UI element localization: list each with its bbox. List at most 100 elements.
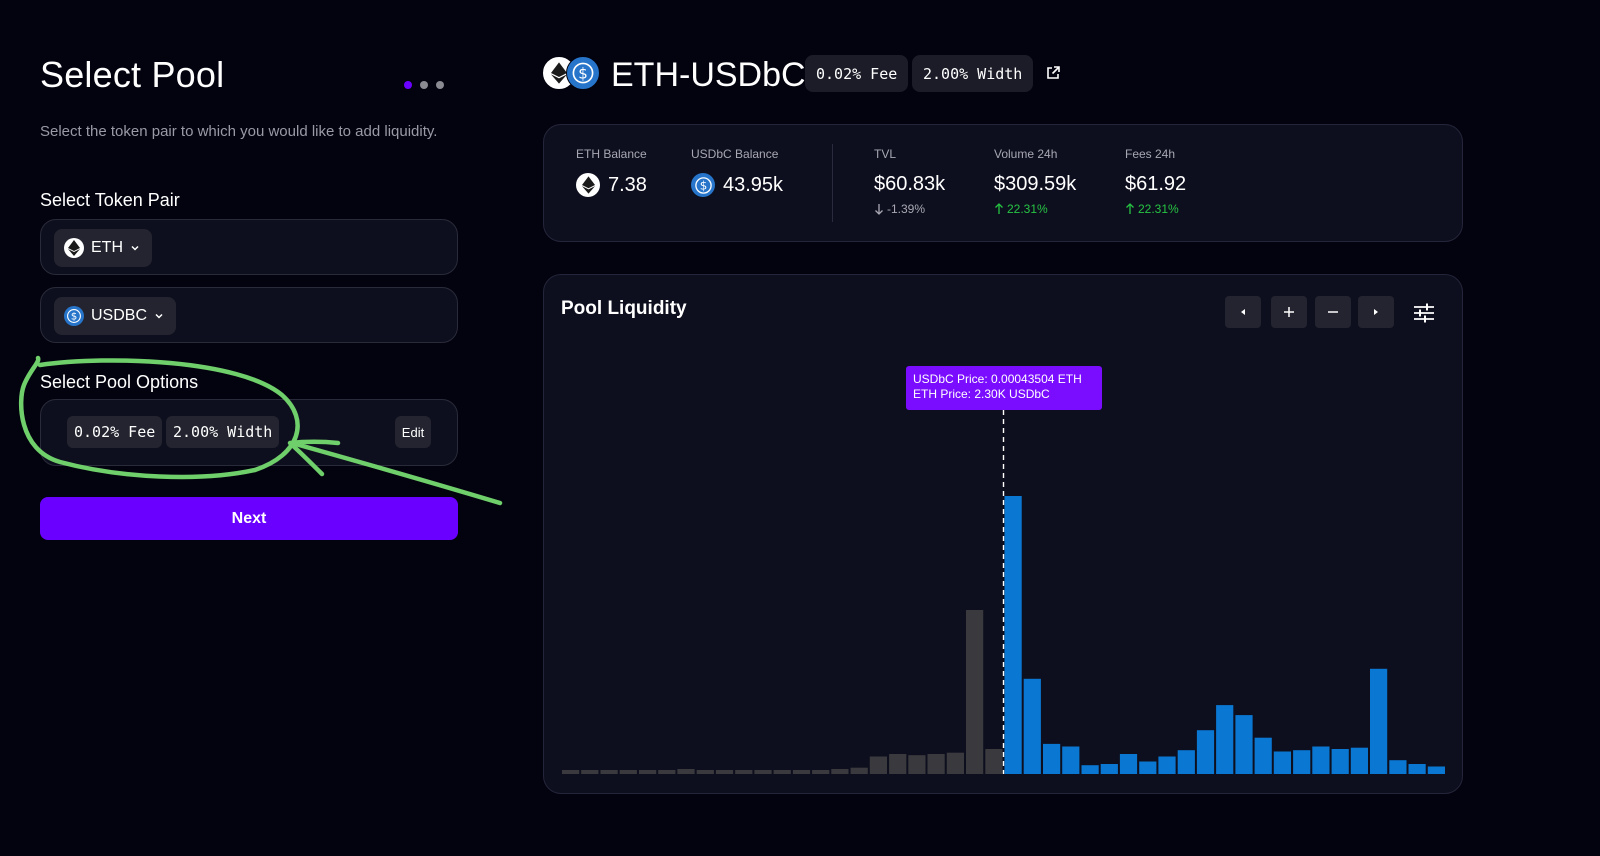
svg-text:$: $ (578, 64, 588, 82)
price-tooltip: USDbC Price: 0.00043504 ETH ETH Price: 2… (906, 366, 1102, 410)
liquidity-bar (581, 770, 599, 774)
eth-balance-stat: ETH Balance 7.38 (576, 147, 647, 197)
step-dot (420, 81, 428, 89)
fees-value: $61.92 (1125, 173, 1187, 195)
liquidity-bar (1100, 764, 1118, 774)
eth-balance-label: ETH Balance (576, 147, 647, 161)
pan-left-button[interactable] (1225, 296, 1261, 328)
token-pair-label: Select Token Pair (40, 190, 180, 210)
usdc-icon: $ (566, 56, 600, 90)
volume-label: Volume 24h (994, 147, 1058, 161)
liquidity-bar (696, 770, 714, 774)
zoom-in-button[interactable] (1271, 296, 1307, 328)
liquidity-bar (1158, 756, 1176, 774)
pair-icons: $ (542, 56, 602, 90)
eth-icon (64, 238, 84, 258)
tvl-label: TVL (874, 147, 897, 161)
step-dot (436, 81, 444, 89)
liquidity-bar (1350, 747, 1368, 774)
liquidity-bar (600, 770, 618, 774)
pair-title: ETH-USDbC (611, 56, 806, 94)
liquidity-bar (812, 770, 830, 774)
pool-options-field: 0.02% Fee 2.00% Width Edit (40, 399, 458, 466)
liquidity-bar (869, 756, 887, 774)
volume-change: 22.31% (994, 202, 1076, 216)
eth-icon (576, 173, 600, 197)
liquidity-bar (1389, 760, 1407, 774)
plus-icon (1284, 307, 1294, 317)
chart-title: Pool Liquidity (561, 298, 687, 319)
arrow-up-icon (995, 203, 1003, 214)
eth-balance-row: 7.38 (576, 173, 647, 197)
settings-sliders-icon[interactable] (1411, 300, 1437, 326)
usdbc-balance-label: USDbC Balance (691, 147, 779, 161)
edit-button[interactable]: Edit (395, 416, 431, 448)
liquidity-bar (1139, 761, 1157, 774)
header-fee-chip: 0.02% Fee (805, 55, 909, 92)
fees-label: Fees 24h (1125, 147, 1176, 161)
liquidity-bar (562, 770, 580, 774)
next-button[interactable]: Next (40, 497, 458, 540)
token-a-field: ETH (40, 219, 458, 275)
liquidity-bar (1293, 750, 1311, 774)
liquidity-bar (715, 770, 734, 774)
liquidity-bar (1331, 749, 1349, 774)
external-link-icon[interactable] (1045, 65, 1061, 81)
liquidity-bar (1370, 668, 1388, 774)
pool-options-label: Select Pool Options (40, 372, 199, 392)
caret-left-icon (1241, 309, 1245, 315)
liquidity-bar (658, 770, 676, 774)
step-dot-active (404, 81, 412, 89)
volume-change-value: 22.31% (1007, 202, 1048, 216)
liquidity-bar (619, 770, 637, 774)
zoom-out-button[interactable] (1315, 296, 1351, 328)
liquidity-bar (1235, 715, 1253, 774)
usdbc-balance-stat: USDbC Balance $ 43.95k (691, 147, 783, 197)
liquidity-bar (1004, 496, 1022, 774)
header-width-chip: 2.00% Width (912, 55, 1034, 92)
token-a-select[interactable]: ETH (54, 229, 152, 267)
pan-right-button[interactable] (1358, 296, 1394, 328)
liquidity-bar (639, 770, 657, 774)
liquidity-bar (966, 610, 984, 774)
token-b-label: USDBC (91, 307, 148, 324)
liquidity-bar (908, 755, 926, 774)
liquidity-bar (1312, 746, 1330, 774)
liquidity-bar (1081, 765, 1099, 774)
page-title: Select Pool (40, 54, 225, 95)
fees-change: 22.31% (1125, 202, 1186, 216)
liquidity-bar (773, 770, 791, 774)
fees-stat: Fees 24h $61.92 22.31% (1125, 147, 1186, 216)
token-b-select[interactable]: $ USDBC (54, 297, 177, 335)
token-a-label: ETH (91, 239, 123, 256)
stats-divider (832, 144, 833, 222)
page-subtitle: Select the token pair to which you would… (40, 123, 438, 140)
liquidity-bar (677, 769, 695, 774)
liquidity-bar (1273, 751, 1291, 774)
liquidity-bar (850, 767, 868, 774)
chevron-down-icon (155, 313, 163, 319)
volume-stat: Volume 24h $309.59k 22.31% (994, 147, 1076, 216)
liquidity-bar (1216, 705, 1234, 774)
tvl-value: $60.83k (874, 173, 946, 195)
eth-balance-value: 7.38 (608, 173, 647, 196)
liquidity-bar (735, 770, 753, 774)
liquidity-bar (1043, 743, 1061, 774)
arrow-down-icon (875, 204, 883, 215)
liquidity-chart[interactable] (543, 274, 1463, 794)
liquidity-bar (1177, 750, 1195, 774)
usdc-icon: $ (64, 306, 84, 326)
liquidity-bar (1408, 764, 1426, 774)
fees-change-value: 22.31% (1138, 202, 1179, 216)
usdbc-balance-value: 43.95k (723, 173, 784, 196)
liquidity-bar (1427, 766, 1445, 774)
caret-right-icon (1374, 309, 1378, 315)
liquidity-bar (946, 752, 964, 774)
token-b-field: $ USDBC (40, 287, 458, 343)
liquidity-bar (1119, 754, 1138, 774)
arrow-up-icon (1126, 203, 1134, 214)
chevron-down-icon (131, 245, 139, 251)
svg-text:$: $ (699, 178, 707, 192)
step-indicator (404, 81, 444, 89)
svg-text:$: $ (71, 312, 77, 323)
